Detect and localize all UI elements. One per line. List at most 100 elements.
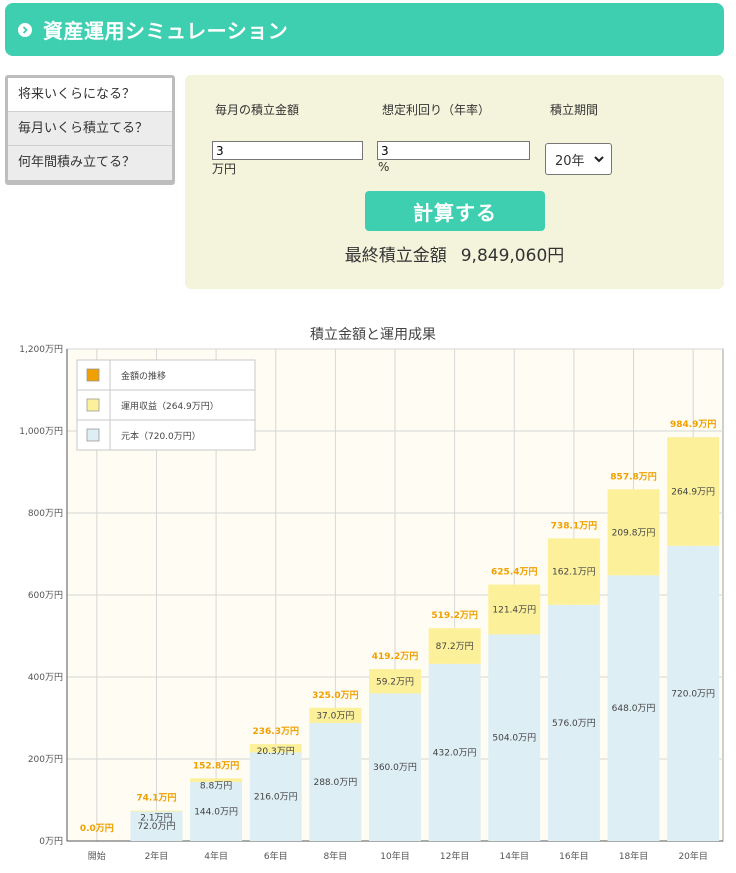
total-label: 236.3万円 [252,726,298,737]
x-tick-label: 6年目 [264,850,288,862]
legend-swatch [86,398,100,412]
rate-input[interactable] [377,141,530,160]
profit-label: 37.0万円 [316,710,354,721]
profit-bar [607,489,660,576]
principal-label: 360.0万円 [373,762,417,773]
savings-chart: 積立金額と運用成果 0万円 200万円 400万円 600万円 800万円 1,000万円 1… [19,327,724,862]
y-tick-label: 1,000万円 [19,426,63,437]
result-value: 9,849,060円 [460,246,565,266]
input-panel: 毎月の積立金額 想定利回り（年率） 積立期間 万円 % 20年 計算する 最終積… [185,75,724,289]
period-label: 積立期間 [550,103,599,117]
total-label: 519.2万円 [431,610,477,621]
profit-label: 121.4万円 [492,604,536,615]
total-label: 738.1万円 [551,520,597,531]
y-tick-label: 1,200万円 [19,344,63,355]
chevron-right-icon [18,22,32,37]
principal-bar [369,693,421,841]
principal-bar [428,663,481,841]
profit-bar [130,810,183,812]
tab-period[interactable]: 何年間積み立てる？ [8,146,172,180]
legend-box [76,359,256,451]
profit-label: 87.2万円 [436,641,474,652]
total-label: 152.8万円 [193,760,239,771]
profit-label: 2.1万円 [140,813,172,824]
total-label: 625.4万円 [491,567,537,578]
total-label: 0.0万円 [80,823,114,834]
x-tick-label: 10年目 [380,850,409,862]
tab-future-value[interactable]: 将来いくらになる？ [8,78,172,112]
total-label: 325.0万円 [312,690,358,701]
principal-label: 648.0万円 [612,703,656,714]
legend-label: 元本（720.0万円） [121,430,201,442]
total-label: 74.1万円 [136,793,176,804]
profit-bar [428,628,481,664]
tab-monthly-amount[interactable]: 毎月いくら積立てる？ [8,112,172,146]
rate-unit: % [378,160,390,174]
x-tick-label: 14年目 [500,850,529,862]
x-tick-label: 8年目 [323,850,347,862]
total-label: 857.8万円 [610,471,656,482]
principal-label: 504.0万円 [492,733,536,744]
monthly-input[interactable] [212,141,363,160]
legend-swatch [86,368,100,382]
total-label: 984.9万円 [670,419,716,430]
period-select[interactable]: 20年 [545,143,612,175]
profit-label: 8.8万円 [200,780,232,791]
x-tick-label: 開始 [88,850,106,862]
principal-label: 576.0万円 [552,718,596,729]
period-selected: 20年 [555,153,585,169]
y-tick-label: 0万円 [39,836,63,847]
principal-label: 288.0万円 [313,777,357,788]
legend-swatch [86,428,100,442]
principal-bar [309,722,362,841]
app-header: 資産運用シミュレーション [5,3,724,56]
principal-label: 216.0万円 [254,792,298,803]
monthly-unit: 万円 [212,162,237,176]
profit-bar [369,669,421,694]
profit-label: 209.8万円 [612,527,656,538]
total-label: 419.2万円 [372,651,418,662]
principal-bar [488,634,541,841]
principal-label: 72.0万円 [137,821,175,832]
rate-label: 想定利回り（年率） [382,103,491,117]
profit-bar [190,778,243,782]
profit-bar [309,707,362,723]
profit-bar [667,437,720,546]
chart-title: 積立金額と運用成果 [310,327,436,343]
x-tick-label: 2年目 [145,850,169,862]
profit-bar [249,744,302,753]
x-tick-label: 4年目 [204,850,228,862]
principal-label: 432.0万円 [433,747,477,758]
x-tick-label: 18年目 [619,850,648,862]
principal-bar [667,545,720,841]
principal-label: 720.0万円 [671,688,715,699]
mode-tabs: 将来いくらになる？ 毎月いくら積立てる？ 何年間積み立てる？ [5,75,175,185]
x-tick-label: 12年目 [440,850,469,862]
result-line: 最終積立金額 9,849,060円 [185,241,724,266]
principal-label: 144.0万円 [194,806,238,817]
profit-bar [547,538,600,605]
legend-label: 金額の推移 [121,370,166,382]
x-tick-label: 16年目 [559,850,588,862]
calculate-button[interactable]: 計算する [365,191,545,231]
page-title: 資産運用シミュレーション [43,19,289,43]
principal-bar [130,811,183,841]
y-tick-label: 800万円 [28,508,63,519]
principal-bar [607,575,660,841]
y-tick-label: 200万円 [28,754,63,765]
principal-bar [547,604,600,841]
profit-label: 264.9万円 [671,486,715,497]
y-tick-label: 600万円 [28,590,63,601]
monthly-label: 毎月の積立金額 [215,103,300,117]
result-label: 最終積立金額 [344,246,447,266]
principal-bar [249,752,302,841]
chevron-down-icon [594,156,604,163]
legend-label: 運用収益（264.9万円） [121,400,219,412]
profit-label: 20.3万円 [257,746,295,757]
x-tick-label: 20年目 [678,850,707,862]
y-tick-label: 400万円 [28,672,63,683]
profit-label: 59.2万円 [376,676,414,687]
principal-bar [190,781,243,841]
profit-label: 162.1万円 [552,567,596,578]
profit-bar [488,584,541,635]
